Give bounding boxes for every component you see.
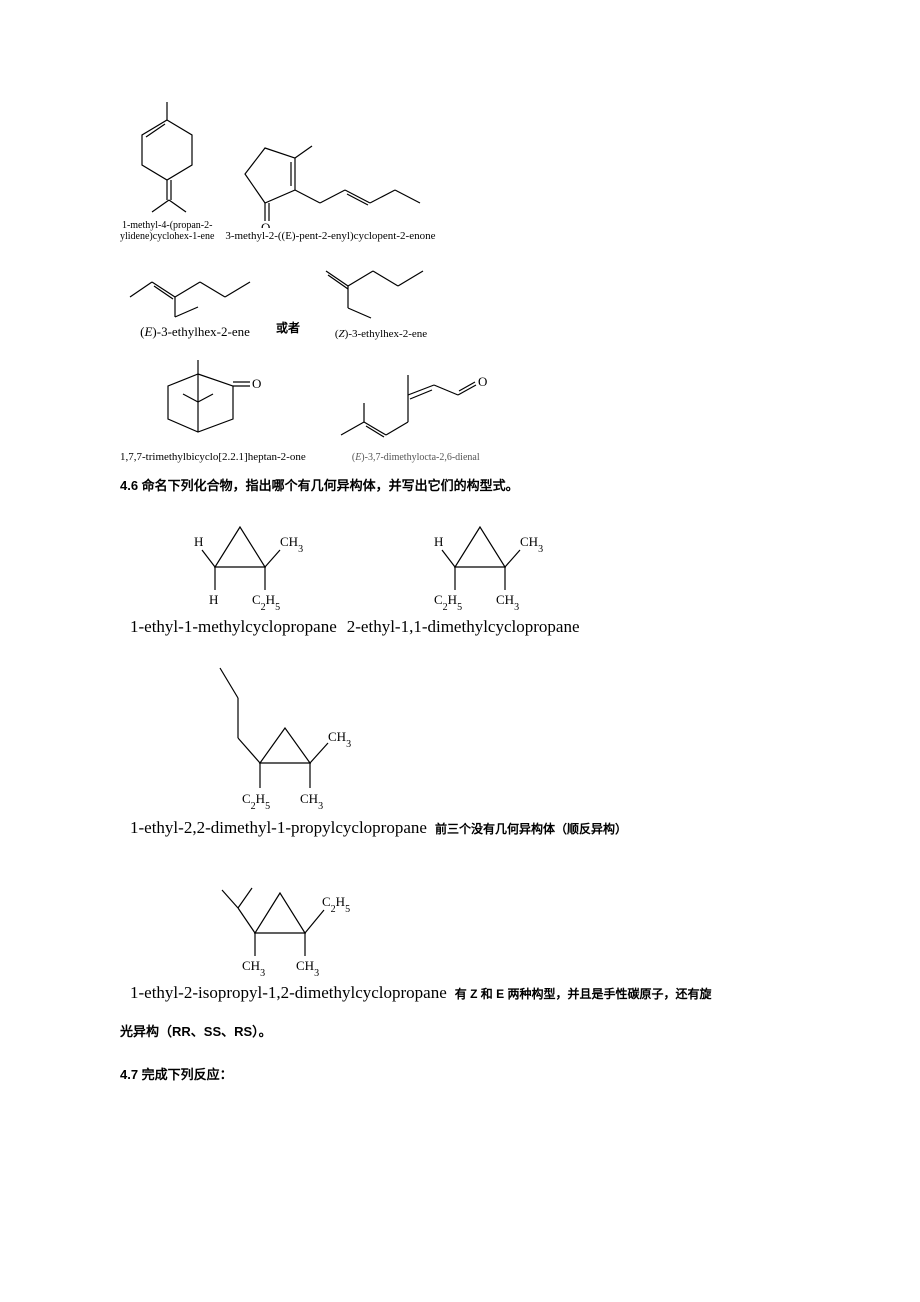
svg-text:H: H [434, 534, 443, 549]
svg-cyclohexene [122, 90, 212, 220]
caption-bicyclic: 1,7,7-trimethylbicyclo[2.2.1]heptan-2-on… [120, 451, 306, 463]
caption-z-ethylhexene: (Z)-3-ethylhex-2-ene [335, 328, 427, 340]
structure-cyclopentenone: O 3-methyl-2-((E)-pent-2-enyl)cyclopent-… [220, 118, 440, 242]
structure-z-ethylhexene: (Z)-3-ethylhex-2-ene [306, 256, 456, 340]
structure-e-ethylhexene: (E)-3-ethylhex-2-ene [120, 252, 270, 340]
caption-dienal: (E)-3,7-dimethylocta-2,6-dienal [352, 452, 480, 463]
caption-e-ethylhexene: (E)-3-ethylhex-2-ene [140, 324, 250, 340]
name-cp1: 1-ethyl-1-methylcyclopropane [130, 617, 337, 636]
svg-cp4: C2H5 CH3 CH3 [210, 848, 380, 978]
svg-text:O: O [261, 220, 270, 228]
svg-cp1: H H CH3 C2H5 [180, 502, 330, 612]
dienal-text: -3,7-dimethylocta-2,6-dienal [365, 452, 480, 463]
structure-cyclohexene: 1-methyl-4-(propan-2- ylidene)cyclohex-1… [120, 90, 214, 242]
note-cp4a: 有 Z 和 E 两种构型，并且是手性碳原子，还有旋 [455, 987, 712, 1001]
section-4-7-title: 4.7 完成下列反应： [120, 1064, 800, 1083]
cyclopropane-1: H H CH3 C2H5 [180, 502, 330, 617]
z-hex-text: -3-ethylhex-2-ene [348, 328, 427, 340]
cp3-name-row: 1-ethyl-2,2-dimethyl-1-propylcyclopropan… [130, 818, 800, 838]
svg-e-ethylhexene [120, 252, 270, 322]
cyclopropane-3: CH3 C2H5 CH3 [210, 643, 800, 818]
svg-z-ethylhexene [306, 256, 456, 326]
caption-cyclohexene-2: ylidene)cyclohex-1-ene [120, 231, 214, 242]
svg-dienal: O [326, 360, 506, 450]
svg-text:C2H5: C2H5 [252, 592, 280, 612]
structure-dienal: O (E)-3,7-dimethylocta-2,6-dienal [326, 360, 506, 463]
or-text: 或者 [276, 319, 300, 336]
name-cp3: 1-ethyl-2,2-dimethyl-1-propylcyclopropan… [130, 818, 427, 837]
svg-text:H: H [194, 534, 203, 549]
structure-row-1: 1-methyl-4-(propan-2- ylidene)cyclohex-1… [120, 90, 800, 242]
section-4-6-title: 4.6 命名下列化合物，指出哪个有几何异构体，并写出它们的构型式。 [120, 475, 800, 494]
cyclopropane-4: C2H5 CH3 CH3 [210, 848, 800, 983]
svg-text:O: O [252, 376, 261, 391]
cyclopropane-2: H C2H5 CH3 CH3 [420, 502, 570, 617]
svg-cp3: CH3 C2H5 CH3 [210, 643, 390, 813]
e-hex-text: -3-ethylhex-2-ene [157, 324, 250, 339]
svg-cyclopentenone: O [220, 118, 440, 228]
document-page: 1-methyl-4-(propan-2- ylidene)cyclohex-1… [0, 0, 920, 1151]
svg-text:C2H5: C2H5 [242, 791, 270, 812]
cp4-name-row: 1-ethyl-2-isopropyl-1,2-dimethylcyclopro… [130, 983, 800, 1003]
svg-text:CH3: CH3 [242, 958, 265, 978]
svg-text:CH3: CH3 [328, 729, 351, 750]
svg-text:CH3: CH3 [296, 958, 319, 978]
name-cp4: 1-ethyl-2-isopropyl-1,2-dimethylcyclopro… [130, 983, 447, 1002]
name-cp2: 2-ethyl-1,1-dimethylcyclopropane [347, 617, 580, 636]
svg-text:C2H5: C2H5 [434, 592, 462, 612]
svg-cp2: H C2H5 CH3 CH3 [420, 502, 570, 612]
svg-text:CH3: CH3 [520, 534, 543, 555]
structure-bicyclic: O 1,7,7-trimethylbicyclo[2.2.1]heptan-2-… [120, 354, 306, 463]
svg-text:CH3: CH3 [496, 592, 519, 612]
structure-row-3: O 1,7,7-trimethylbicyclo[2.2.1]heptan-2-… [120, 354, 800, 463]
svg-bicyclic: O [148, 354, 278, 449]
svg-text:C2H5: C2H5 [322, 894, 350, 915]
note-cp3: 前三个没有几何异构体（顺反异构） [435, 822, 627, 836]
cyclopropane-row-1: H H CH3 C2H5 H C2H5 CH3 CH3 [180, 502, 800, 617]
svg-text:CH3: CH3 [300, 791, 323, 812]
caption-cyclohexene-1: 1-methyl-4-(propan-2- [122, 220, 213, 231]
caption-cyclopentenone-text: 3-methyl-2-((E)-pent-2-enyl)cyclopent-2-… [225, 230, 435, 242]
structure-row-2: (E)-3-ethylhex-2-ene 或者 (Z)-3-ethylhex-2… [120, 252, 800, 340]
svg-text:H: H [209, 592, 218, 607]
cp-names-row1: 1-ethyl-1-methylcyclopropane 2-ethyl-1,1… [130, 617, 800, 637]
note-cp4b: 光异构（RR、SS、RS）。 [120, 1021, 800, 1040]
caption-cyclopentenone: 3-methyl-2-((E)-pent-2-enyl)cyclopent-2-… [225, 230, 435, 242]
svg-text:O: O [478, 374, 487, 389]
svg-text:CH3: CH3 [280, 534, 303, 555]
